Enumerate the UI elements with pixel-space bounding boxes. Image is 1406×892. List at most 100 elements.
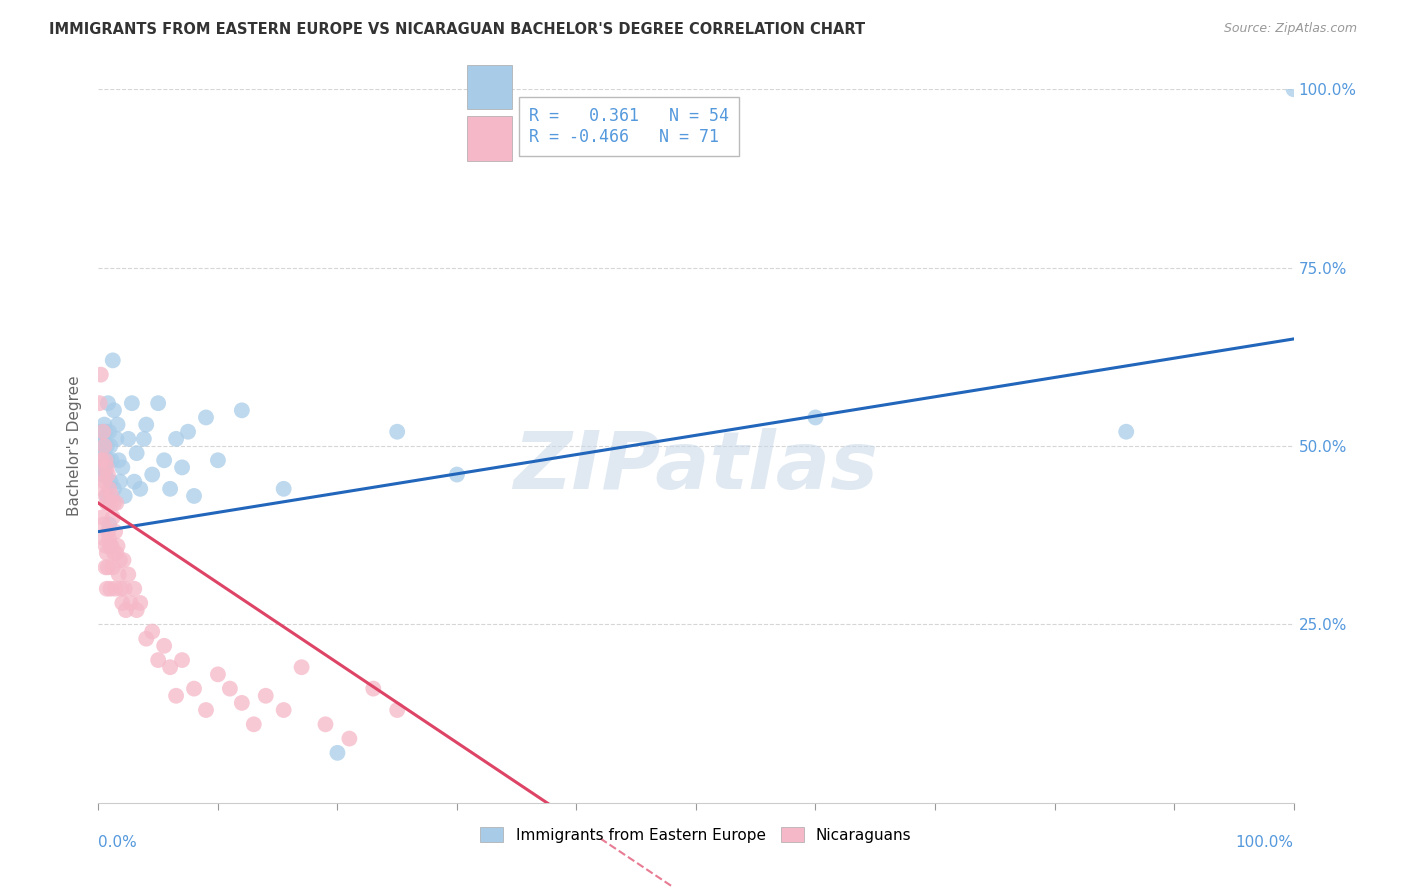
FancyBboxPatch shape [467, 65, 512, 109]
Point [91, 453, 114, 467]
Point [111, 596, 134, 610]
Point [135, 632, 157, 646]
Point [103, 482, 125, 496]
Point [110, 582, 132, 596]
Point [112, 553, 135, 567]
Point [125, 446, 148, 460]
Point [93, 417, 115, 432]
Point [141, 467, 163, 482]
Point [103, 546, 125, 560]
Point [104, 524, 127, 539]
Point [195, 410, 218, 425]
Point [94, 539, 117, 553]
Point [183, 681, 205, 696]
Point [165, 432, 187, 446]
Point [91, 510, 114, 524]
Point [96, 489, 118, 503]
Point [101, 353, 124, 368]
Point [97, 524, 120, 539]
Point [804, 410, 827, 425]
Point [114, 582, 136, 596]
Point [117, 567, 139, 582]
Point [446, 467, 468, 482]
Point [111, 460, 134, 475]
Point [103, 496, 125, 510]
Point [94, 560, 117, 574]
Point [153, 453, 176, 467]
Point [107, 567, 129, 582]
Point [172, 653, 194, 667]
Point [219, 681, 242, 696]
Point [129, 482, 152, 496]
Point [89, 439, 111, 453]
Text: ZIPatlas: ZIPatlas [513, 428, 879, 507]
Point [100, 489, 122, 503]
Point [132, 432, 155, 446]
Point [91, 467, 114, 482]
Point [98, 582, 122, 596]
Point [120, 596, 142, 610]
Point [90, 368, 112, 382]
Point [98, 425, 121, 439]
Point [98, 532, 121, 546]
Point [124, 582, 146, 596]
Point [98, 539, 122, 553]
Point [104, 582, 127, 596]
Point [231, 403, 253, 417]
Point [243, 717, 266, 731]
Text: Source: ZipAtlas.com: Source: ZipAtlas.com [1223, 22, 1357, 36]
Point [115, 603, 138, 617]
Point [93, 439, 115, 453]
Point [93, 475, 115, 489]
Point [385, 703, 409, 717]
Point [153, 639, 176, 653]
Point [98, 517, 121, 532]
Point [165, 689, 187, 703]
Point [159, 482, 181, 496]
Point [148, 396, 170, 410]
Point [385, 425, 409, 439]
Point [98, 496, 122, 510]
Point [90, 453, 112, 467]
Point [339, 731, 361, 746]
Point [107, 417, 129, 432]
Y-axis label: Bachelor's Degree: Bachelor's Degree [67, 376, 83, 516]
Point [159, 660, 181, 674]
Text: IMMIGRANTS FROM EASTERN EUROPE VS NICARAGUAN BACHELOR'S DEGREE CORRELATION CHART: IMMIGRANTS FROM EASTERN EUROPE VS NICARA… [49, 22, 865, 37]
Point [91, 482, 114, 496]
Point [98, 475, 122, 489]
Point [254, 689, 277, 703]
Point [124, 475, 146, 489]
Point [121, 396, 143, 410]
Point [91, 453, 114, 467]
Point [177, 425, 200, 439]
Point [96, 460, 118, 475]
Point [96, 439, 118, 453]
Point [91, 439, 114, 453]
Point [273, 703, 295, 717]
Point [363, 681, 385, 696]
Point [273, 482, 295, 496]
Point [101, 560, 124, 574]
Point [93, 460, 115, 475]
Point [107, 453, 129, 467]
Point [172, 460, 194, 475]
Point [94, 425, 117, 439]
Point [117, 432, 139, 446]
Point [91, 432, 114, 446]
Point [94, 489, 117, 503]
Point [105, 432, 128, 446]
Text: 0.0%: 0.0% [98, 835, 138, 850]
Point [105, 496, 128, 510]
Point [326, 746, 349, 760]
Point [89, 396, 111, 410]
Point [100, 539, 122, 553]
Point [90, 425, 112, 439]
Point [96, 496, 118, 510]
Point [98, 482, 121, 496]
Point [1282, 82, 1305, 96]
Point [101, 510, 124, 524]
Point [97, 396, 120, 410]
Point [231, 696, 253, 710]
Point [291, 660, 314, 674]
